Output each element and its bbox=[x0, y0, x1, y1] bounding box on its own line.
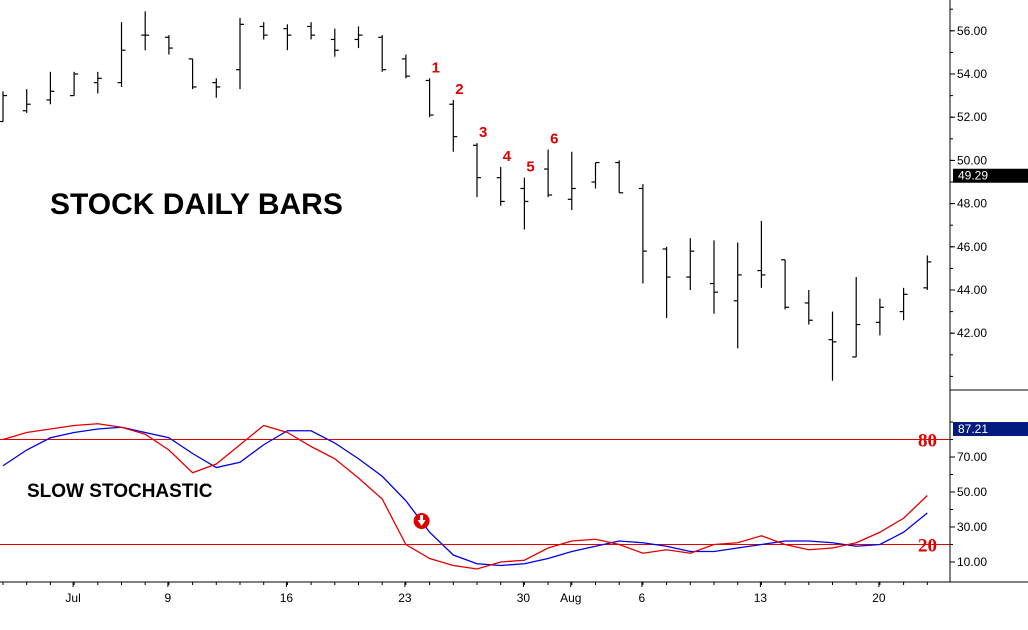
x-tick-label: Aug bbox=[560, 591, 581, 605]
sell-signal-arrowhead bbox=[417, 520, 426, 526]
price-bar bbox=[544, 149, 553, 198]
stochastic-panel-title: SLOW STOCHASTIC bbox=[27, 481, 213, 502]
count-label: 2 bbox=[455, 81, 463, 98]
price-bar bbox=[212, 78, 221, 98]
x-tick-label: 23 bbox=[398, 591, 412, 605]
last-stoch-tag-label: 87.21 bbox=[958, 422, 988, 436]
price-bar bbox=[46, 71, 55, 105]
count-label: 3 bbox=[479, 124, 487, 141]
x-tick-label: 20 bbox=[872, 591, 886, 605]
price-bar bbox=[22, 89, 31, 113]
price-bar bbox=[875, 298, 884, 336]
price-bar bbox=[70, 71, 79, 97]
price-bar bbox=[686, 238, 695, 290]
sell-signal-icon bbox=[413, 513, 430, 529]
price-tick-label: 50.00 bbox=[957, 153, 987, 167]
stoch-line-red bbox=[2, 423, 928, 570]
price-panel-title: STOCK DAILY BARS bbox=[50, 188, 343, 221]
count-label: 1 bbox=[432, 59, 440, 76]
price-bar bbox=[401, 54, 410, 79]
price-bar bbox=[757, 220, 766, 288]
price-bar bbox=[236, 17, 244, 90]
count-label: 4 bbox=[503, 148, 512, 165]
last-stoch-tag bbox=[953, 422, 1028, 436]
price-bar bbox=[923, 255, 932, 290]
price-bar bbox=[781, 259, 790, 310]
price-bar bbox=[283, 24, 292, 51]
stochastic-panel: 80 20 SLOW STOCHASTIC bbox=[0, 423, 950, 570]
price-bar bbox=[852, 277, 861, 358]
count-label: 6 bbox=[550, 131, 558, 148]
price-bar bbox=[662, 246, 671, 319]
price-tick-label: 44.00 bbox=[957, 283, 987, 297]
last-price-tag-label: 49.29 bbox=[958, 169, 988, 183]
price-bar bbox=[567, 151, 576, 211]
price-tick-label: 52.00 bbox=[957, 110, 987, 124]
price-bar bbox=[473, 143, 481, 198]
price-tick-label: 48.00 bbox=[957, 197, 987, 211]
price-tick-label: 54.00 bbox=[957, 67, 987, 81]
stoch-tick-label: 10.00 bbox=[957, 555, 987, 569]
price-bar bbox=[164, 35, 173, 55]
stoch-tick-label: 30.00 bbox=[957, 520, 987, 534]
price-bar bbox=[615, 160, 624, 194]
x-tick-label: Jul bbox=[65, 591, 80, 605]
price-bar bbox=[899, 287, 908, 321]
count-label: 5 bbox=[526, 159, 534, 176]
stoch-tick-label: 70.00 bbox=[957, 450, 987, 464]
price-bar bbox=[307, 22, 316, 40]
price-bar bbox=[638, 184, 647, 284]
price-bar bbox=[188, 58, 197, 90]
x-tick-label: 16 bbox=[280, 591, 294, 605]
stoch-tick-label: 50.00 bbox=[957, 485, 987, 499]
price-bar bbox=[259, 22, 268, 40]
x-tick-label: 13 bbox=[754, 591, 768, 605]
price-bar bbox=[93, 71, 102, 94]
price-tick-label: 46.00 bbox=[957, 240, 987, 254]
price-tick-label: 42.00 bbox=[957, 326, 987, 340]
price-bar bbox=[141, 11, 150, 51]
price-bar bbox=[710, 240, 718, 314]
price-bar bbox=[425, 78, 434, 118]
stoch-level-label: 80 bbox=[918, 431, 937, 452]
price-bar bbox=[496, 166, 505, 206]
price-bar bbox=[804, 290, 813, 325]
price-bar bbox=[378, 35, 387, 72]
price-bar bbox=[354, 26, 363, 49]
price-bar bbox=[520, 177, 529, 230]
sell-signal-arrowshaft bbox=[420, 515, 424, 521]
price-bar bbox=[330, 28, 339, 57]
price-bar bbox=[449, 99, 458, 152]
price-tick-label: 56.00 bbox=[957, 24, 987, 38]
price-bar bbox=[117, 22, 126, 87]
stoch-line-blue bbox=[2, 426, 928, 567]
stoch-level-label: 20 bbox=[918, 536, 937, 557]
x-tick-label: 6 bbox=[639, 591, 646, 605]
last-price-tag bbox=[953, 168, 1028, 183]
price-bar bbox=[591, 161, 600, 189]
axes: 56.00 54.00 52.00 50.00 48.00 46.00 44.00 42.00… bbox=[0, 0, 1028, 605]
x-tick-label: 30 bbox=[517, 591, 531, 605]
price-bar bbox=[733, 242, 742, 349]
price-bar bbox=[0, 91, 7, 123]
x-tick-label: 9 bbox=[165, 591, 172, 605]
price-bar bbox=[828, 311, 837, 381]
